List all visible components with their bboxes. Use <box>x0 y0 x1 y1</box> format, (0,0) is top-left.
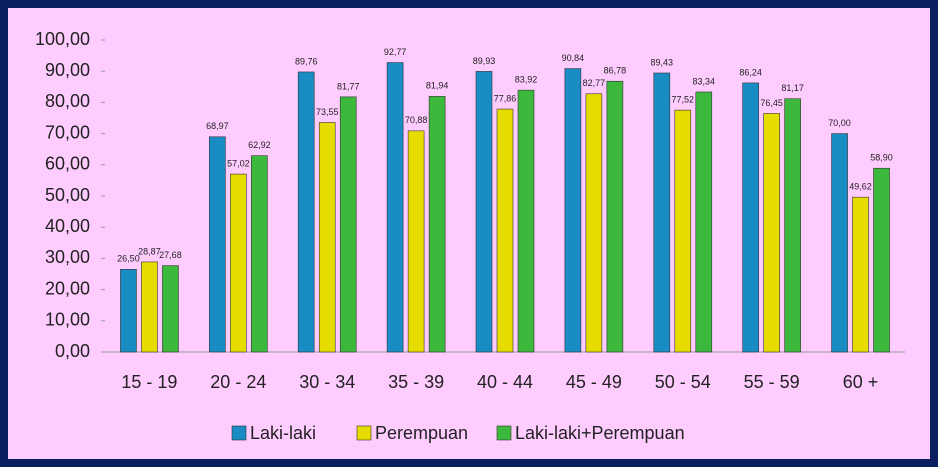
bar <box>695 91 713 353</box>
value-label: 90,84 <box>562 53 585 63</box>
value-label: 81,17 <box>781 83 804 93</box>
bar <box>496 108 514 353</box>
value-label: 81,94 <box>426 81 449 91</box>
value-label: 70,00 <box>828 118 851 128</box>
bar <box>784 98 801 353</box>
bar <box>831 133 848 353</box>
value-label: 89,43 <box>651 57 674 67</box>
x-tick-label: 20 - 24 <box>210 372 266 392</box>
bar <box>564 68 582 353</box>
x-tick-label: 40 - 44 <box>477 372 533 392</box>
x-tick-label: 60 + <box>843 372 879 392</box>
y-tick-label: 50,00 <box>45 185 90 205</box>
y-tick-label: 0,00 <box>55 341 90 361</box>
bar <box>407 130 425 353</box>
bar <box>209 136 226 353</box>
bar <box>606 80 624 353</box>
value-label: 83,92 <box>515 75 538 85</box>
y-tick-label: 30,00 <box>45 247 90 267</box>
y-tick-label: 100,00 <box>35 29 90 49</box>
bar <box>763 113 780 353</box>
bar <box>873 167 890 353</box>
value-label: 86,78 <box>604 66 627 76</box>
bar <box>162 265 179 353</box>
y-tick-label: 60,00 <box>45 154 90 174</box>
bar <box>230 173 247 353</box>
value-label: 77,52 <box>672 95 695 105</box>
y-tick-label: 40,00 <box>45 216 90 236</box>
bar <box>517 89 535 353</box>
value-label: 86,24 <box>739 67 762 77</box>
y-tick-label: 70,00 <box>45 122 90 142</box>
value-label: 82,77 <box>583 78 606 88</box>
value-label: 58,90 <box>870 153 893 163</box>
value-label: 57,02 <box>227 158 250 168</box>
bar <box>120 269 137 353</box>
bar <box>585 93 603 353</box>
value-label: 89,93 <box>473 56 496 66</box>
legend-swatch <box>356 425 372 441</box>
x-tick-label: 35 - 39 <box>388 372 444 392</box>
x-tick-label: 30 - 34 <box>299 372 355 392</box>
value-label: 76,45 <box>760 98 783 108</box>
y-tick-label: 10,00 <box>45 310 90 330</box>
legend-swatch <box>496 425 512 441</box>
legend-label: Perempuan <box>375 423 468 443</box>
bar <box>251 155 268 353</box>
x-tick-label: 45 - 49 <box>566 372 622 392</box>
x-tick-label: 15 - 19 <box>121 372 177 392</box>
value-label: 70,88 <box>405 115 428 125</box>
legend-label: Laki-laki <box>250 423 316 443</box>
bar <box>852 196 869 353</box>
bar <box>475 71 493 353</box>
value-label: 49,62 <box>849 182 872 192</box>
bar <box>428 96 446 353</box>
bar <box>141 261 158 353</box>
value-label: 83,34 <box>693 76 716 86</box>
x-tick-label: 50 - 54 <box>655 372 711 392</box>
bar <box>674 109 692 353</box>
legend-swatch <box>231 425 247 441</box>
value-label: 28,87 <box>138 246 161 256</box>
bar <box>297 71 315 353</box>
value-label: 73,55 <box>316 107 339 117</box>
bar <box>742 82 759 353</box>
value-label: 27,68 <box>159 250 182 260</box>
value-label: 26,50 <box>117 254 140 264</box>
bar <box>653 72 671 353</box>
y-tick-label: 80,00 <box>45 91 90 111</box>
value-label: 77,86 <box>494 93 517 103</box>
value-label: 92,77 <box>384 47 407 57</box>
value-label: 62,92 <box>248 140 271 150</box>
bar <box>339 96 357 353</box>
x-tick-label: 55 - 59 <box>744 372 800 392</box>
y-tick-label: 90,00 <box>45 60 90 80</box>
legend-label: Laki-laki+Perempuan <box>515 423 685 443</box>
bar <box>386 62 404 353</box>
y-tick-label: 20,00 <box>45 278 90 298</box>
bar <box>318 122 336 353</box>
value-label: 89,76 <box>295 56 318 66</box>
value-label: 81,77 <box>337 81 360 91</box>
value-label: 68,97 <box>206 121 229 131</box>
